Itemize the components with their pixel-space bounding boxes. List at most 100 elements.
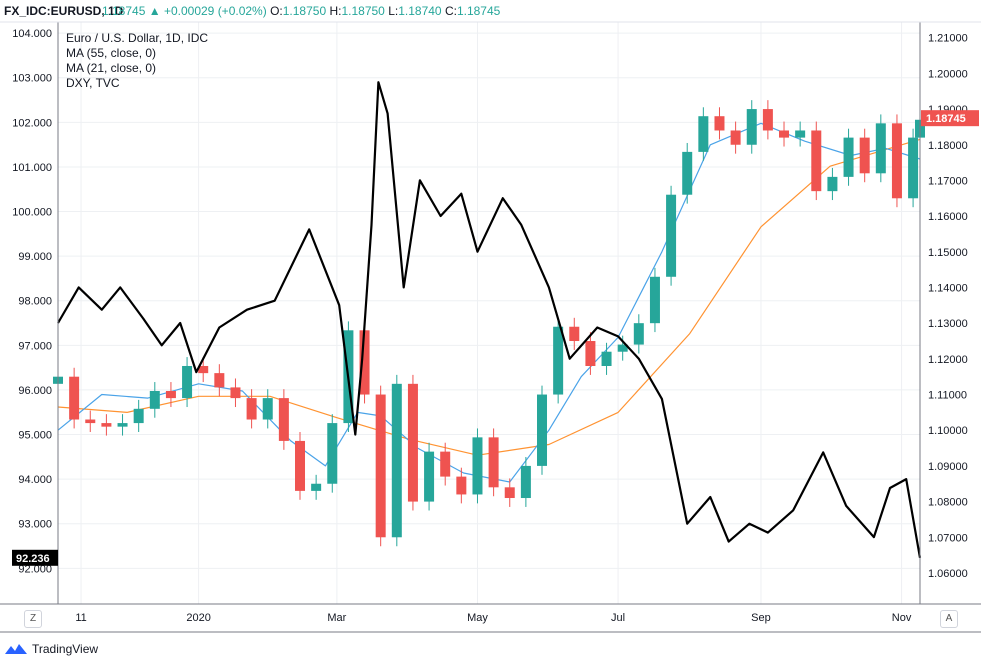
dxy-line: [57, 81, 922, 558]
candle-body: [730, 130, 741, 145]
close-value: 1.18745: [456, 4, 501, 18]
candle-body: [617, 344, 628, 352]
high-label: H:: [329, 4, 342, 18]
close-label: C:: [444, 4, 457, 18]
candle-body: [149, 390, 160, 409]
dxy-series: [57, 81, 922, 558]
symbol-name[interactable]: FX_IDC:EURUSD, 1D: [4, 4, 124, 18]
open-label: O:: [270, 4, 283, 18]
candle-body: [649, 276, 660, 324]
candle-body: [569, 326, 580, 342]
left-tick-label: 94.000: [18, 474, 52, 486]
candle-body: [165, 390, 176, 399]
candle-body: [633, 323, 644, 345]
x-tick-label: Sep: [751, 612, 771, 624]
ohlc-readout: 1.18745 ▲ +0.00029 (+0.02%) O:1.18750 H:…: [102, 0, 500, 22]
left-tick-label: 96.000: [18, 385, 52, 397]
right-tick-label: 1.17000: [928, 175, 968, 187]
candle-body: [488, 437, 499, 488]
candle-body: [875, 123, 886, 174]
candle-body: [133, 408, 144, 424]
candle-body: [698, 116, 709, 152]
candle-body: [795, 130, 806, 138]
candle-body: [327, 423, 338, 484]
ma55-line: [57, 138, 921, 456]
right-tick-label: 1.09000: [928, 461, 968, 473]
right-tick-label: 1.06000: [928, 568, 968, 580]
x-tick-label: Mar: [327, 612, 346, 624]
legend-ma21[interactable]: MA (21, close, 0): [66, 61, 156, 75]
high-value: 1.18750: [341, 4, 385, 18]
auto-scale-button[interactable]: A: [940, 610, 958, 628]
ma21-line: [57, 122, 921, 483]
candle-body: [246, 398, 257, 420]
candle-body: [311, 483, 322, 491]
left-tick-label: 102.000: [12, 117, 52, 129]
candle-body: [891, 123, 902, 199]
grid-lines: [58, 22, 920, 604]
left-tick-label: 103.000: [12, 73, 52, 85]
candle-body: [295, 440, 306, 491]
last-price-badge: [921, 110, 979, 127]
candle-body: [424, 451, 435, 502]
right-tick-label: 1.15000: [928, 247, 968, 259]
right-tick-label: 1.07000: [928, 532, 968, 544]
right-tick-label: 1.08000: [928, 497, 968, 509]
chart-legend: Euro / U.S. Dollar, 1D, IDC MA (55, clos…: [66, 31, 208, 90]
left-tick-label: 93.000: [18, 519, 52, 531]
zoom-left-button[interactable]: Z: [24, 610, 42, 628]
dxy-last-badge: [12, 549, 58, 566]
candle-body: [843, 137, 854, 177]
candle-body: [859, 137, 870, 174]
candle-body: [908, 137, 919, 199]
open-value: 1.18750: [282, 4, 327, 18]
candle-body: [472, 437, 483, 495]
left-tick-label: 99.000: [18, 251, 52, 263]
legend-ma55[interactable]: MA (55, close, 0): [66, 46, 156, 60]
x-tick-label: 2020: [186, 612, 210, 624]
legend-dxy[interactable]: DXY, TVC: [66, 76, 120, 90]
x-axis-ticks: 11 2020 Mar May Jul Sep Nov: [75, 612, 912, 624]
price-change: +0.00029 (+0.02%): [163, 4, 267, 18]
left-tick-label: 100.000: [12, 207, 52, 219]
candle-body: [214, 373, 225, 388]
x-tick-label: Jul: [611, 612, 625, 624]
left-tick-label: 101.000: [12, 162, 52, 174]
ma55-series: [57, 138, 921, 456]
left-tick-label: 95.000: [18, 430, 52, 442]
candle-body: [101, 423, 112, 427]
ma21-series: [57, 122, 921, 483]
candle-body: [117, 423, 128, 427]
candle-body: [811, 130, 822, 192]
low-label: L:: [388, 4, 399, 18]
legend-title[interactable]: Euro / U.S. Dollar, 1D, IDC: [66, 31, 208, 45]
right-axis-ticks: 1.210001.200001.190001.180001.170001.160…: [928, 33, 968, 580]
candle-body: [714, 116, 725, 131]
right-tick-label: 1.13000: [928, 318, 968, 330]
dxy-last-badge-label: 92.236: [16, 553, 50, 565]
left-tick-label: 97.000: [18, 340, 52, 352]
candle-body: [585, 341, 596, 366]
candle-body: [407, 383, 418, 502]
chart-frame: [0, 21, 981, 633]
candle-body: [601, 351, 612, 366]
left-tick-label: 104.000: [12, 28, 52, 40]
candle-body: [440, 451, 451, 477]
candle-body: [827, 176, 838, 192]
brand-name: TradingView: [32, 642, 99, 656]
candle-body: [85, 419, 96, 424]
low-value: 1.18740: [398, 4, 442, 18]
candle-body: [262, 398, 273, 420]
candle-body: [762, 109, 773, 131]
x-tick-label: May: [467, 612, 488, 624]
candle-body: [666, 194, 677, 277]
candle-body: [520, 465, 531, 499]
right-tick-label: 1.12000: [928, 354, 968, 366]
candle-body: [682, 151, 693, 195]
candle-body: [504, 487, 515, 499]
left-tick-label: 92.000: [18, 563, 52, 575]
candle-body: [182, 365, 193, 399]
candle-body: [198, 365, 209, 374]
price-badges: 1.18745 92.236: [12, 110, 979, 566]
